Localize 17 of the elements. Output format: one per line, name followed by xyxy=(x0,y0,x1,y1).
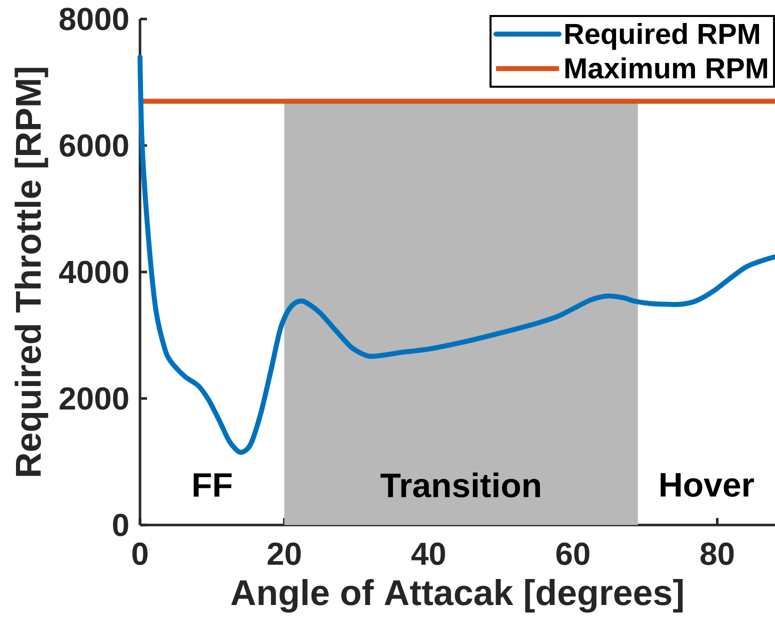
x-tick-label: 60 xyxy=(556,542,590,566)
annotation: Hover xyxy=(660,473,754,497)
y-tick-label: 6000 xyxy=(60,134,128,157)
y-axis-title: Required Throttle [RPM] xyxy=(14,68,48,476)
y-tick-label: 0 xyxy=(113,514,128,536)
x-axis-title: Angle of Attacak [degrees] xyxy=(231,579,683,613)
x-tick-label: 80 xyxy=(700,542,734,566)
x-tick-label: 40 xyxy=(411,542,446,566)
y-tick-label: 4000 xyxy=(59,260,128,284)
band-label: Transition xyxy=(380,472,540,498)
annotation: FF xyxy=(194,473,232,497)
y-tick-label: 8000 xyxy=(60,8,128,30)
legend-label: Required RPM xyxy=(565,22,760,50)
x-tick-label: 0 xyxy=(132,542,148,566)
y-tick-label: 2000 xyxy=(60,387,128,410)
legend-label: Maximum RPM xyxy=(565,57,768,79)
x-tick-label: 20 xyxy=(268,542,301,566)
